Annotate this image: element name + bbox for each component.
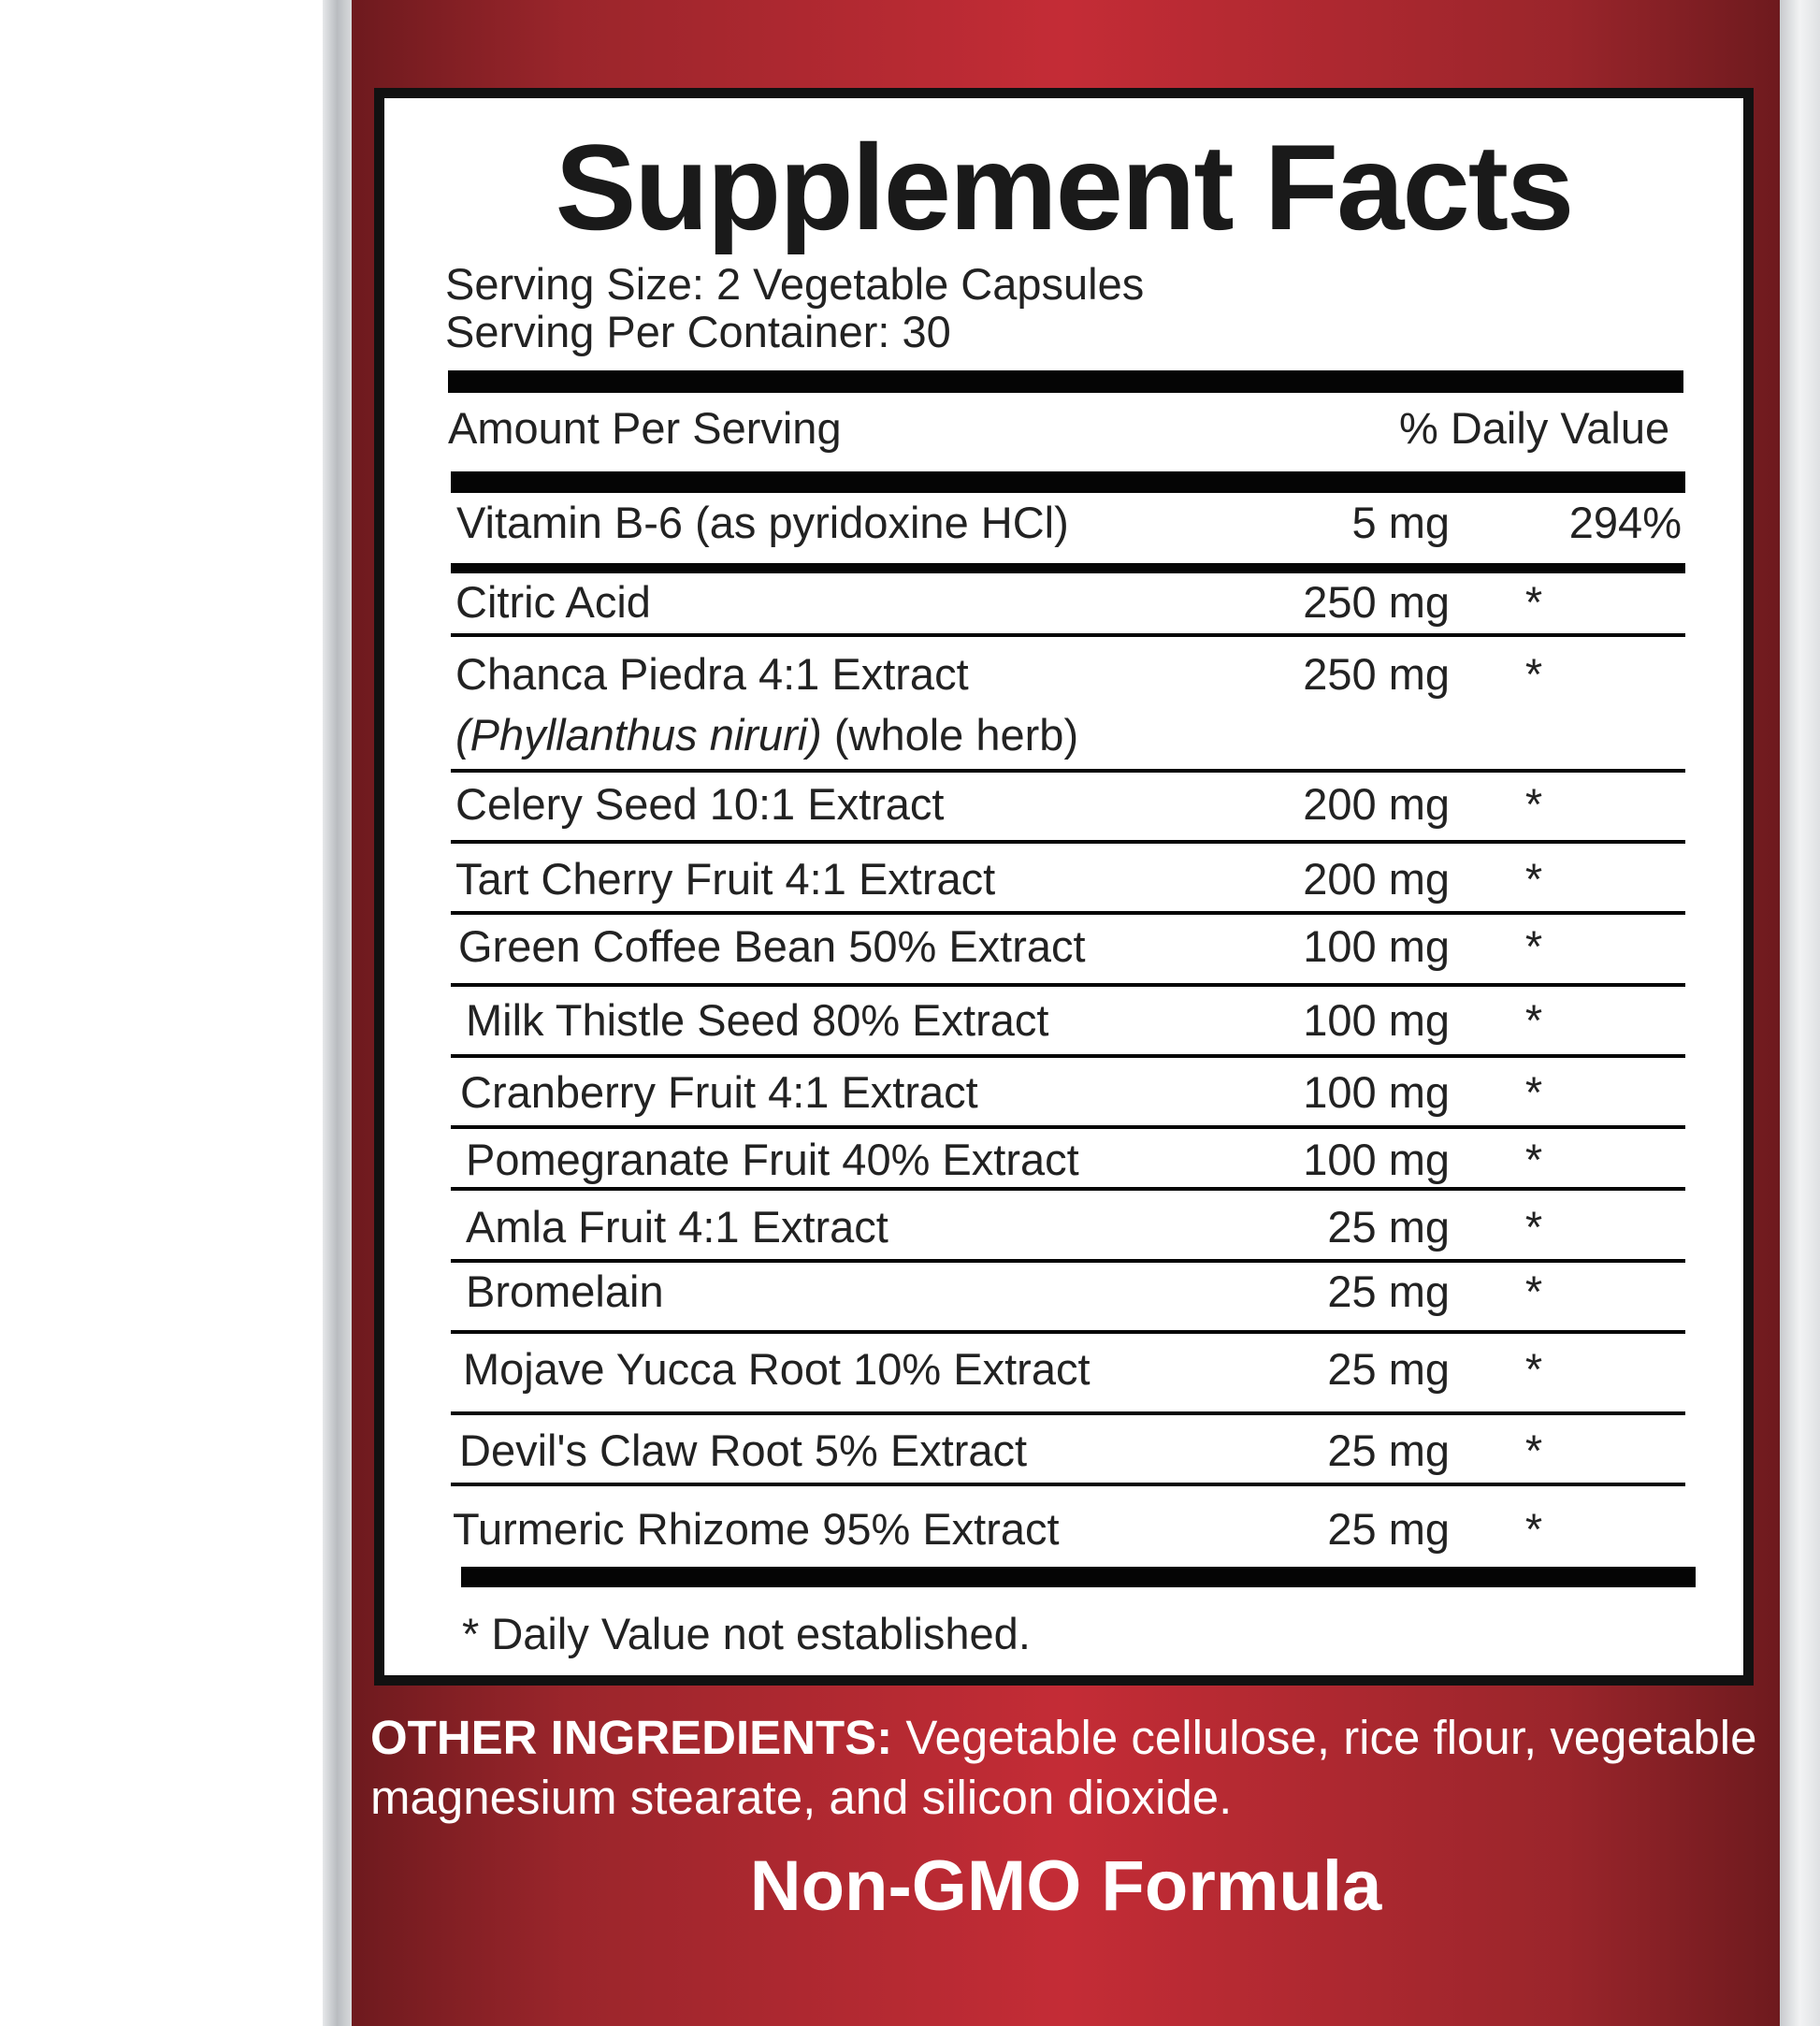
ingredient-name: Devil's Claw Root 5% Extract: [459, 1425, 1028, 1475]
other-ingredients-text: Vegetable cellulose, rice flour, vegetab…: [370, 1711, 1757, 1824]
ingredient-name: Amla Fruit 4:1 Extract: [466, 1202, 888, 1252]
ingredient-amount: 200 mg: [1303, 779, 1450, 829]
ingredient-name: Chanca Piedra 4:1 Extract: [455, 649, 969, 699]
ingredient-name: Turmeric Rhizome 95% Extract: [453, 1504, 1060, 1554]
footnote: * Daily Value not established.: [462, 1609, 1031, 1658]
ingredient-name: Tart Cherry Fruit 4:1 Extract: [455, 854, 996, 904]
ingredient-name: Bromelain: [466, 1266, 664, 1316]
ingredient-daily-value: *: [1524, 649, 1543, 699]
ingredient-name: Cranberry Fruit 4:1 Extract: [460, 1067, 978, 1117]
servings-per-container: Serving Per Container: 30: [445, 307, 951, 356]
ingredient-name-latin: (Phyllanthus niruri) (whole herb): [455, 707, 1078, 763]
panel-title: Supplement Facts: [555, 119, 1575, 255]
ingredient-daily-value: *: [1524, 1425, 1543, 1475]
amount-per-serving-label: Amount Per Serving: [448, 403, 842, 453]
ingredient-daily-value: *: [1524, 995, 1543, 1045]
row-rule: [451, 840, 1685, 844]
row-rule: [451, 633, 1685, 637]
thick-rule: [461, 1567, 1696, 1587]
row-rule: [451, 1125, 1685, 1129]
thick-rule: [448, 370, 1683, 393]
serving-size: Serving Size: 2 Vegetable Capsules: [445, 259, 1145, 309]
row-rule: [451, 1483, 1685, 1486]
row-rule: [451, 983, 1685, 987]
latin-name: (Phyllanthus niruri): [455, 710, 822, 760]
plant-part: (whole herb): [821, 710, 1079, 760]
ingredient-name: Citric Acid: [455, 577, 651, 627]
other-ingredients: OTHER INGREDIENTS: Vegetable cellulose, …: [370, 1708, 1773, 1828]
ingredient-amount: 25 mg: [1327, 1266, 1450, 1316]
daily-value-label: % Daily Value: [1399, 403, 1670, 453]
ingredient-daily-value: 294%: [1568, 498, 1682, 547]
ingredient-name: Mojave Yucca Root 10% Extract: [463, 1344, 1091, 1394]
row-rule: [451, 769, 1685, 773]
non-gmo-badge: Non-GMO Formula: [749, 1846, 1382, 1926]
ingredient-daily-value: *: [1524, 921, 1543, 971]
ingredient-daily-value: *: [1524, 1266, 1543, 1316]
ingredient-name: Pomegranate Fruit 40% Extract: [466, 1135, 1079, 1184]
ingredient-name: Celery Seed 10:1 Extract: [455, 779, 945, 829]
thick-rule: [451, 471, 1685, 493]
row-rule: [451, 563, 1685, 573]
row-rule: [451, 1054, 1685, 1058]
bottle-edge-right: [1780, 0, 1820, 2026]
row-rule: [451, 1411, 1685, 1415]
row-rule: [451, 1259, 1685, 1263]
bottle-edge-left: [323, 0, 352, 2026]
ingredient-name: Green Coffee Bean 50% Extract: [458, 921, 1086, 971]
supplement-facts-panel: Supplement Facts: [374, 88, 1754, 1686]
ingredient-amount: 5 mg: [1351, 498, 1451, 547]
ingredient-daily-value: *: [1524, 577, 1543, 627]
ingredient-amount: 25 mg: [1327, 1425, 1450, 1475]
row-rule: [451, 1187, 1685, 1191]
ingredient-name: Vitamin B-6 (as pyridoxine HCl): [456, 498, 1069, 547]
ingredient-daily-value: *: [1524, 779, 1543, 829]
row-rule: [451, 911, 1685, 915]
ingredient-daily-value: *: [1524, 1067, 1543, 1117]
ingredient-daily-value: *: [1524, 854, 1543, 904]
ingredient-amount: 25 mg: [1327, 1504, 1450, 1554]
ingredient-amount: 100 mg: [1303, 1067, 1450, 1117]
ingredient-amount: 200 mg: [1303, 854, 1450, 904]
ingredient-amount: 25 mg: [1327, 1202, 1450, 1252]
ingredient-amount: 100 mg: [1303, 921, 1450, 971]
ingredient-amount: 100 mg: [1303, 1135, 1450, 1184]
ingredient-daily-value: *: [1524, 1344, 1543, 1394]
row-rule: [451, 1330, 1685, 1334]
ingredient-amount: 250 mg: [1303, 649, 1450, 699]
ingredient-daily-value: *: [1524, 1202, 1543, 1252]
ingredient-daily-value: *: [1524, 1135, 1543, 1184]
ingredient-daily-value: *: [1524, 1504, 1543, 1554]
ingredient-amount: 100 mg: [1303, 995, 1450, 1045]
ingredient-amount: 250 mg: [1303, 577, 1450, 627]
other-ingredients-label: OTHER INGREDIENTS:: [370, 1711, 893, 1764]
ingredient-amount: 25 mg: [1327, 1344, 1450, 1394]
ingredient-name: Milk Thistle Seed 80% Extract: [466, 995, 1049, 1045]
